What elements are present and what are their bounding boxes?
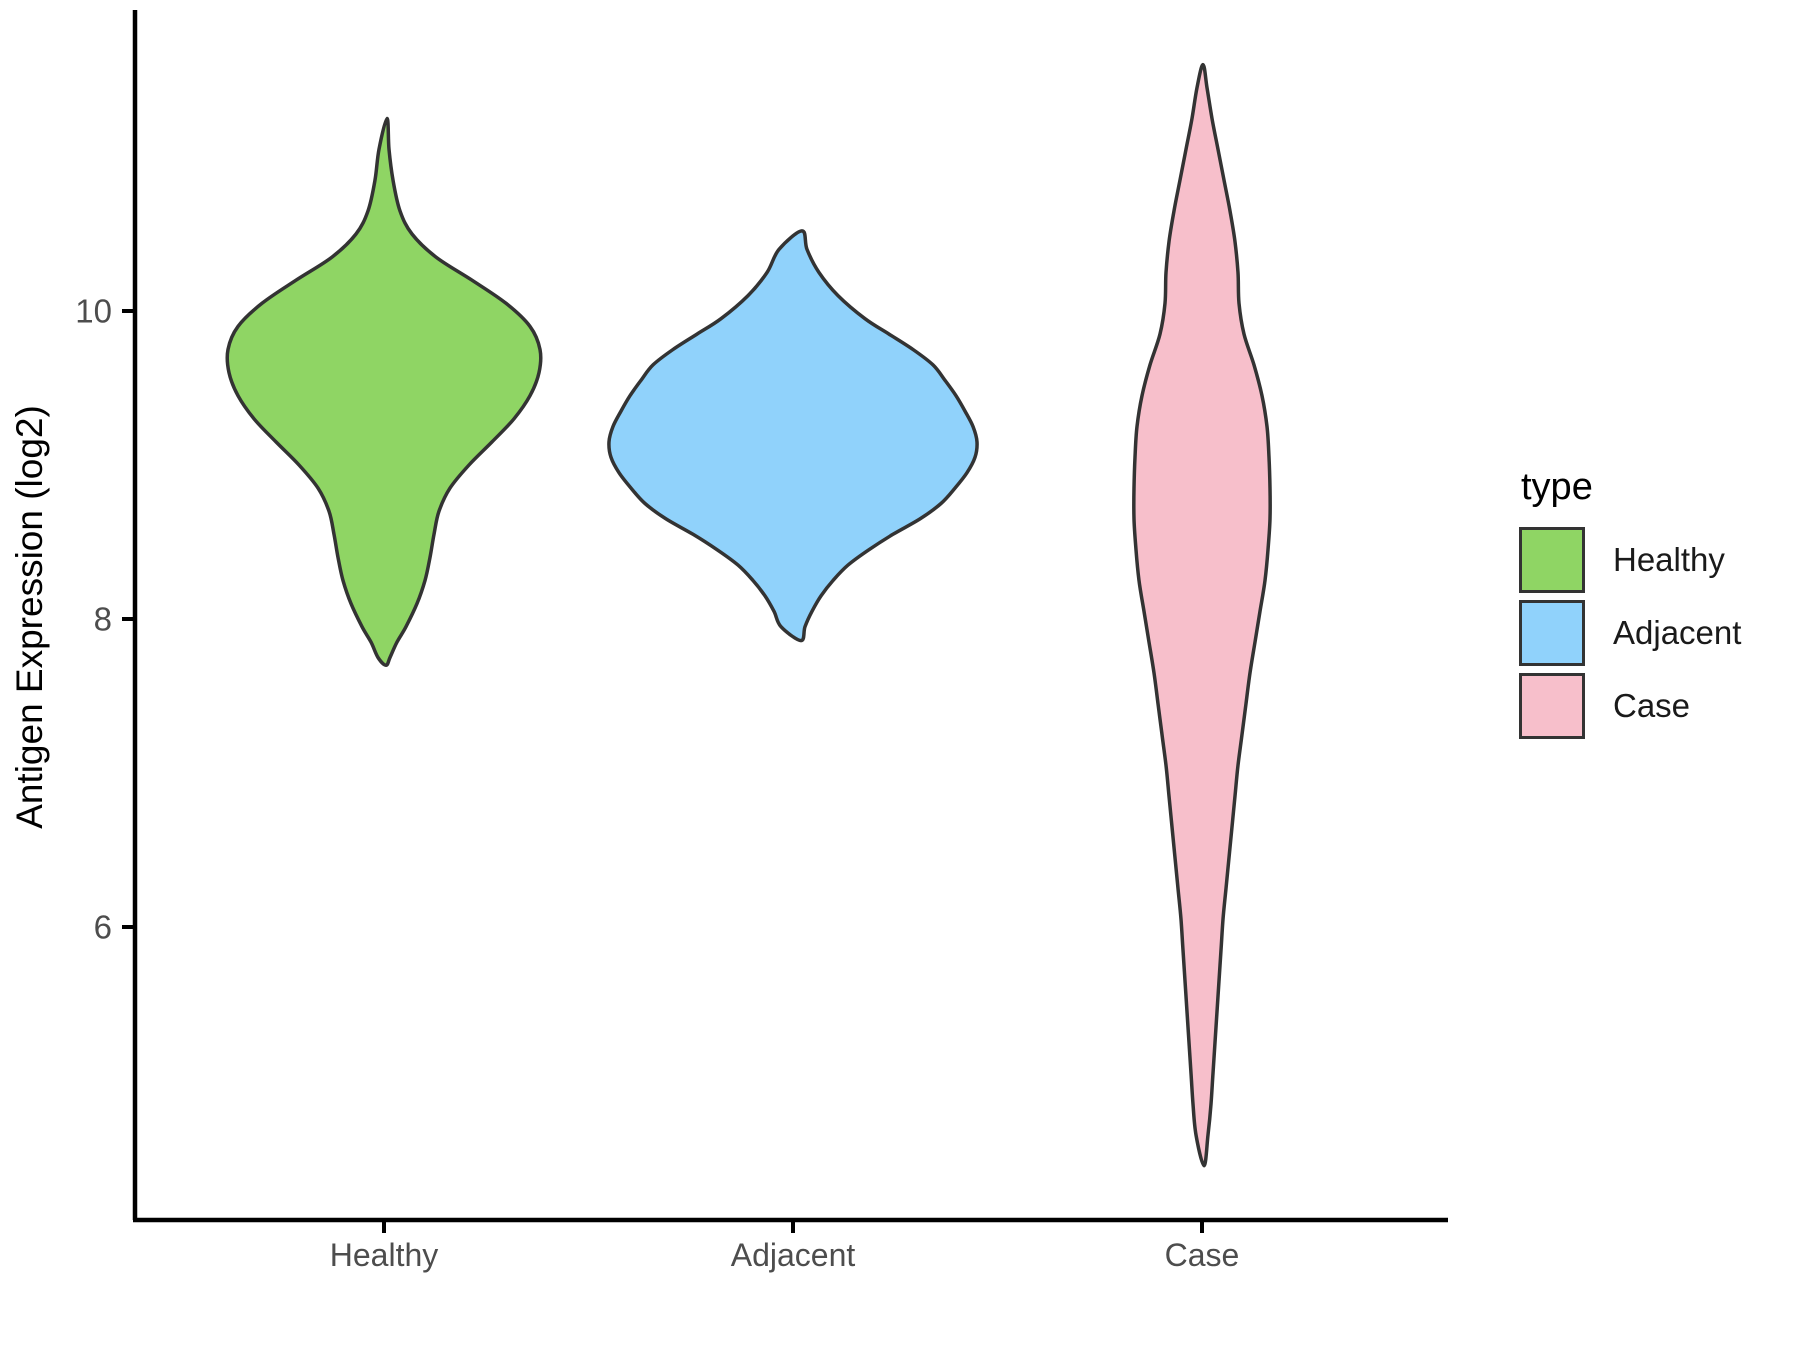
violins [225,62,1272,1168]
y-tick-label-6: 6 [94,909,112,946]
x-label-case: Case [1165,1237,1240,1273]
legend-swatch-healthy [1519,527,1585,593]
legend-label-case: Case [1613,687,1691,724]
y-tick-label-8: 8 [94,601,112,638]
legend-item-case: Case [1519,673,1741,739]
legend-swatch-case [1519,673,1585,739]
x-label-adjacent: Adjacent [731,1237,856,1273]
legend-title: type [1521,466,1593,508]
y-tick-label-10: 10 [75,293,112,330]
x-axis-ticks: Healthy Adjacent Case [330,1220,1240,1273]
legend: type Healthy Adjacent Case [1519,466,1741,746]
legend-label-adjacent: Adjacent [1613,614,1742,651]
legend-swatch-adjacent [1519,600,1585,666]
y-axis-ticks: 10 8 6 [75,293,135,946]
violin-adjacent [607,229,979,643]
y-axis-title: Antigen Expression (log2) [9,405,50,829]
legend-label-healthy: Healthy [1613,541,1725,578]
x-label-healthy: Healthy [330,1237,439,1273]
legend-items: Healthy Adjacent Case [1519,527,1741,739]
legend-item-healthy: Healthy [1519,527,1741,593]
legend-item-adjacent: Adjacent [1519,600,1741,666]
violin-healthy [225,116,543,667]
violin-case [1132,62,1272,1168]
